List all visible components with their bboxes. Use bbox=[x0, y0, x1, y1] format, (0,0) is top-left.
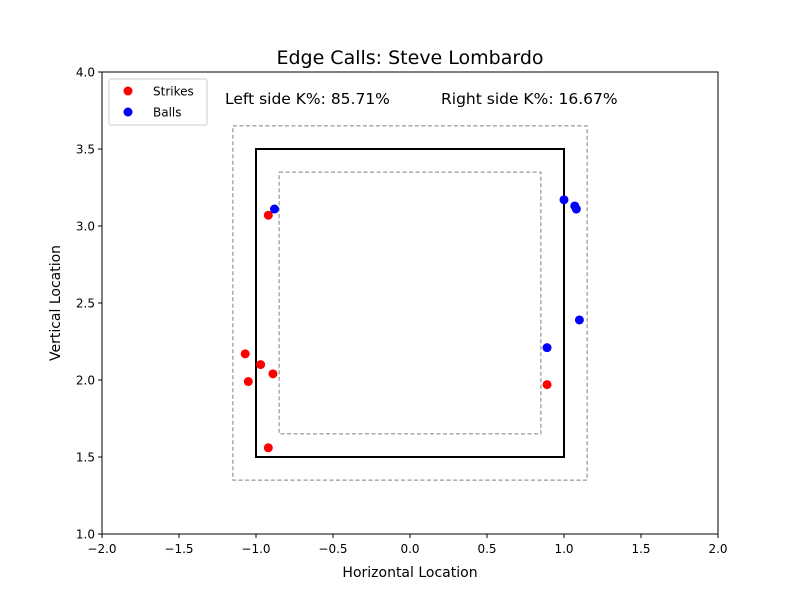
x-tick-label: 1.5 bbox=[631, 542, 650, 556]
y-tick-label: 1.0 bbox=[76, 528, 95, 542]
strikes-point bbox=[240, 349, 250, 359]
legend-label-balls: Balls bbox=[153, 106, 182, 120]
strike-zone-rect bbox=[255, 148, 565, 458]
inner-zone-rect bbox=[278, 171, 542, 435]
zone-rectangles bbox=[232, 125, 588, 481]
y-tick-label: 2.0 bbox=[76, 374, 95, 388]
y-tick-label: 1.5 bbox=[76, 451, 95, 465]
strikes-point bbox=[256, 360, 266, 370]
y-axis-ticks: 1.0 1.5 2.0 2.5 3.0 3.5 4.0 bbox=[76, 66, 102, 542]
x-tick-label: −1.0 bbox=[241, 542, 270, 556]
y-axis-label: Vertical Location bbox=[48, 245, 64, 361]
x-tick-label: −2.0 bbox=[87, 542, 116, 556]
right-side-k-annotation: Right side K%: 16.67% bbox=[441, 90, 618, 108]
x-axis-ticks: −2.0 −1.5 −1.0 −0.5 0.0 0.5 1.0 1.5 2.0 bbox=[87, 534, 728, 556]
legend-box bbox=[108, 78, 208, 126]
legend-label-strikes: Strikes bbox=[153, 85, 194, 99]
y-tick-label: 4.0 bbox=[76, 66, 95, 80]
y-tick-label: 3.0 bbox=[76, 220, 95, 234]
chart-title: Edge Calls: Steve Lombardo bbox=[276, 47, 543, 69]
legend: Strikes Balls bbox=[108, 78, 208, 126]
x-tick-label: 0.0 bbox=[400, 542, 419, 556]
strikes-point bbox=[542, 380, 552, 390]
balls-point bbox=[574, 315, 584, 325]
x-axis-label: Horizontal Location bbox=[342, 565, 477, 581]
x-tick-label: −1.5 bbox=[164, 542, 193, 556]
strikes-point bbox=[268, 369, 278, 379]
strikes-point bbox=[243, 377, 253, 387]
x-tick-label: −0.5 bbox=[318, 542, 347, 556]
legend-marker-strikes bbox=[123, 86, 133, 96]
y-tick-label: 2.5 bbox=[76, 297, 95, 311]
left-side-k-annotation: Left side K%: 85.71% bbox=[225, 90, 390, 108]
balls-point bbox=[559, 195, 569, 205]
x-tick-label: 1.0 bbox=[554, 542, 573, 556]
balls-point bbox=[571, 204, 581, 214]
outer-zone-rect bbox=[232, 125, 588, 481]
strikes-point bbox=[263, 443, 273, 453]
data-points bbox=[240, 195, 584, 453]
strikes-point bbox=[263, 210, 273, 220]
balls-point bbox=[542, 343, 552, 353]
legend-marker-balls bbox=[123, 107, 133, 117]
x-tick-label: 0.5 bbox=[477, 542, 496, 556]
x-tick-label: 2.0 bbox=[708, 542, 727, 556]
y-tick-label: 3.5 bbox=[76, 143, 95, 157]
balls-point bbox=[269, 204, 279, 214]
